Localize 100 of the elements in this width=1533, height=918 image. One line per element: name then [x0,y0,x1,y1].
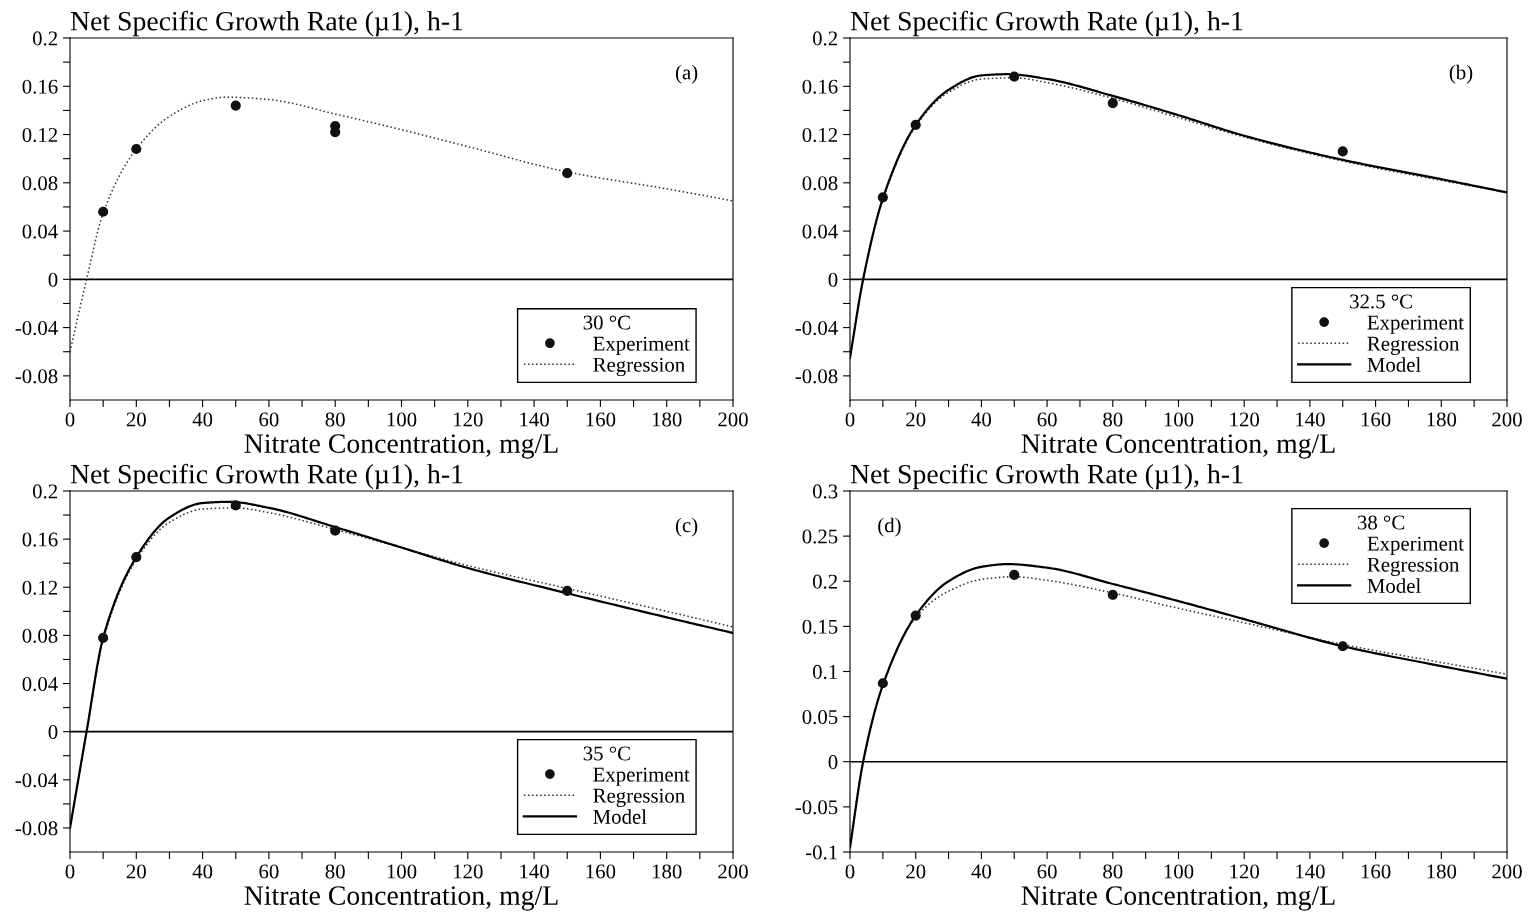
x-tick-label: 140 [1296,412,1325,427]
point [1009,569,1020,581]
y-tick-label: 0.25 [802,529,838,544]
x-tick-label: 100 [1164,864,1194,879]
legend-label: Regression [593,788,685,808]
x-tick-label: 120 [1230,412,1260,427]
y-tick-label: -0.04 [795,320,838,336]
x-tick-label: 180 [1427,412,1457,427]
annotation: (d) [878,517,901,537]
x-tick-label: 100 [387,864,417,879]
y-tick-label: 0.2 [812,574,838,589]
x-tick-label: 20 [906,864,926,879]
x-tick-label: 80 [325,864,345,879]
y-tick-label: 0.08 [22,176,58,191]
y-tick-label: 0.08 [802,176,838,191]
point [98,206,109,217]
y-tick-label: 0 [828,755,838,770]
y-tick-label: -0.08 [15,369,58,384]
x-tick-label: 100 [387,412,417,427]
y-tick-label: 0.16 [802,79,838,94]
x-tick-label: 60 [259,864,279,879]
y-tick-label: 0.12 [22,580,58,595]
legend-title: 30 °C [583,315,630,330]
y-tick-label: 0.08 [22,628,58,643]
y-tick-label: 0.16 [22,79,58,94]
point [1009,71,1020,82]
annotation: (b) [1449,64,1473,84]
x-tick-label: 80 [1103,864,1123,879]
legend-label: Experiment [593,767,690,786]
point [1107,98,1118,109]
x-tick-label: 100 [1164,412,1194,427]
x-tick-label: 200 [1492,864,1522,879]
point [877,192,888,203]
x-axis-title: Nitrate Concentration, mg/L [244,886,558,911]
x-tick-label: 20 [126,412,146,427]
y-tick-label: 0.1 [812,664,837,680]
x-tick-label: 40 [192,412,213,427]
legend-title: 35 °C [583,746,630,761]
x-tick-label: 160 [1361,864,1391,879]
y-tick-label: 0.3 [812,484,838,499]
x-axis-title: Nitrate Concentration, mg/L [1021,434,1335,459]
point [1107,589,1118,600]
legend-label: Regression [1367,557,1460,577]
point [98,632,109,643]
y-tick-label: 0.15 [802,619,838,634]
x-tick-label: 180 [652,864,682,879]
y-axis-title: Net Specific Growth Rate (µ1), h-1 [70,10,463,37]
point [562,585,573,596]
x-tick-label: 0 [845,412,855,427]
x-tick-label: 40 [192,864,213,879]
legend-label: Model [593,809,647,824]
y-tick-label: 0 [828,272,838,287]
x-tick-label: 160 [586,412,616,427]
y-tick-label: -0.04 [15,320,58,336]
y-tick-label: -0.04 [15,773,58,788]
y-axis-title: Net Specific Growth Rate (µ1), h-1 [850,463,1243,490]
x-tick-label: 20 [906,412,926,427]
point [1337,146,1348,157]
legend-label: Regression [1367,336,1460,355]
legend-label: Experiment [1367,536,1464,555]
x-tick-label: 200 [1492,412,1522,427]
point [230,100,241,111]
x-tick-label: 80 [325,412,345,427]
point [562,168,573,179]
y-tick-label: 0.04 [802,224,838,239]
y-tick-label: 0.2 [32,31,58,46]
point [131,552,142,563]
point [330,525,341,536]
legend-label: Model [1367,578,1421,593]
y-axis-title: Net Specific Growth Rate (µ1), h-1 [850,10,1243,37]
x-tick-label: 0 [65,864,75,879]
y-tick-label: -0.08 [795,369,838,384]
x-tick-label: 180 [652,412,682,427]
point [1337,641,1348,652]
x-tick-label: 60 [1037,412,1057,427]
x-tick-label: 140 [520,864,549,879]
x-tick-label: 160 [586,864,616,879]
x-tick-label: 20 [126,864,146,879]
y-tick-label: 0 [48,272,58,287]
x-tick-label: 180 [1427,864,1457,879]
legend-label: Model [1367,357,1421,372]
legend-label: Experiment [593,336,690,355]
y-tick-label: 0.12 [802,127,838,143]
y-tick-label: 0 [48,725,58,740]
y-tick-label: 0.04 [22,676,58,692]
x-tick-label: 60 [1037,864,1057,879]
y-tick-label: 0.2 [812,31,838,46]
point [230,500,241,511]
y-tick-label: -0.08 [15,821,58,836]
x-tick-label: 0 [65,412,75,427]
x-tick-label: 200 [718,412,748,427]
annotation: (a) [675,64,698,84]
y-tick-label: -0.05 [795,800,838,815]
annotation: (c) [675,517,698,537]
y-axis-title: Net Specific Growth Rate (µ1), h-1 [70,463,463,490]
x-tick-label: 80 [1103,412,1123,427]
x-tick-label: 120 [454,412,483,427]
x-tick-label: 140 [520,412,549,427]
y-tick-label: 0.2 [32,484,58,499]
y-tick-label: 0.04 [22,224,58,239]
